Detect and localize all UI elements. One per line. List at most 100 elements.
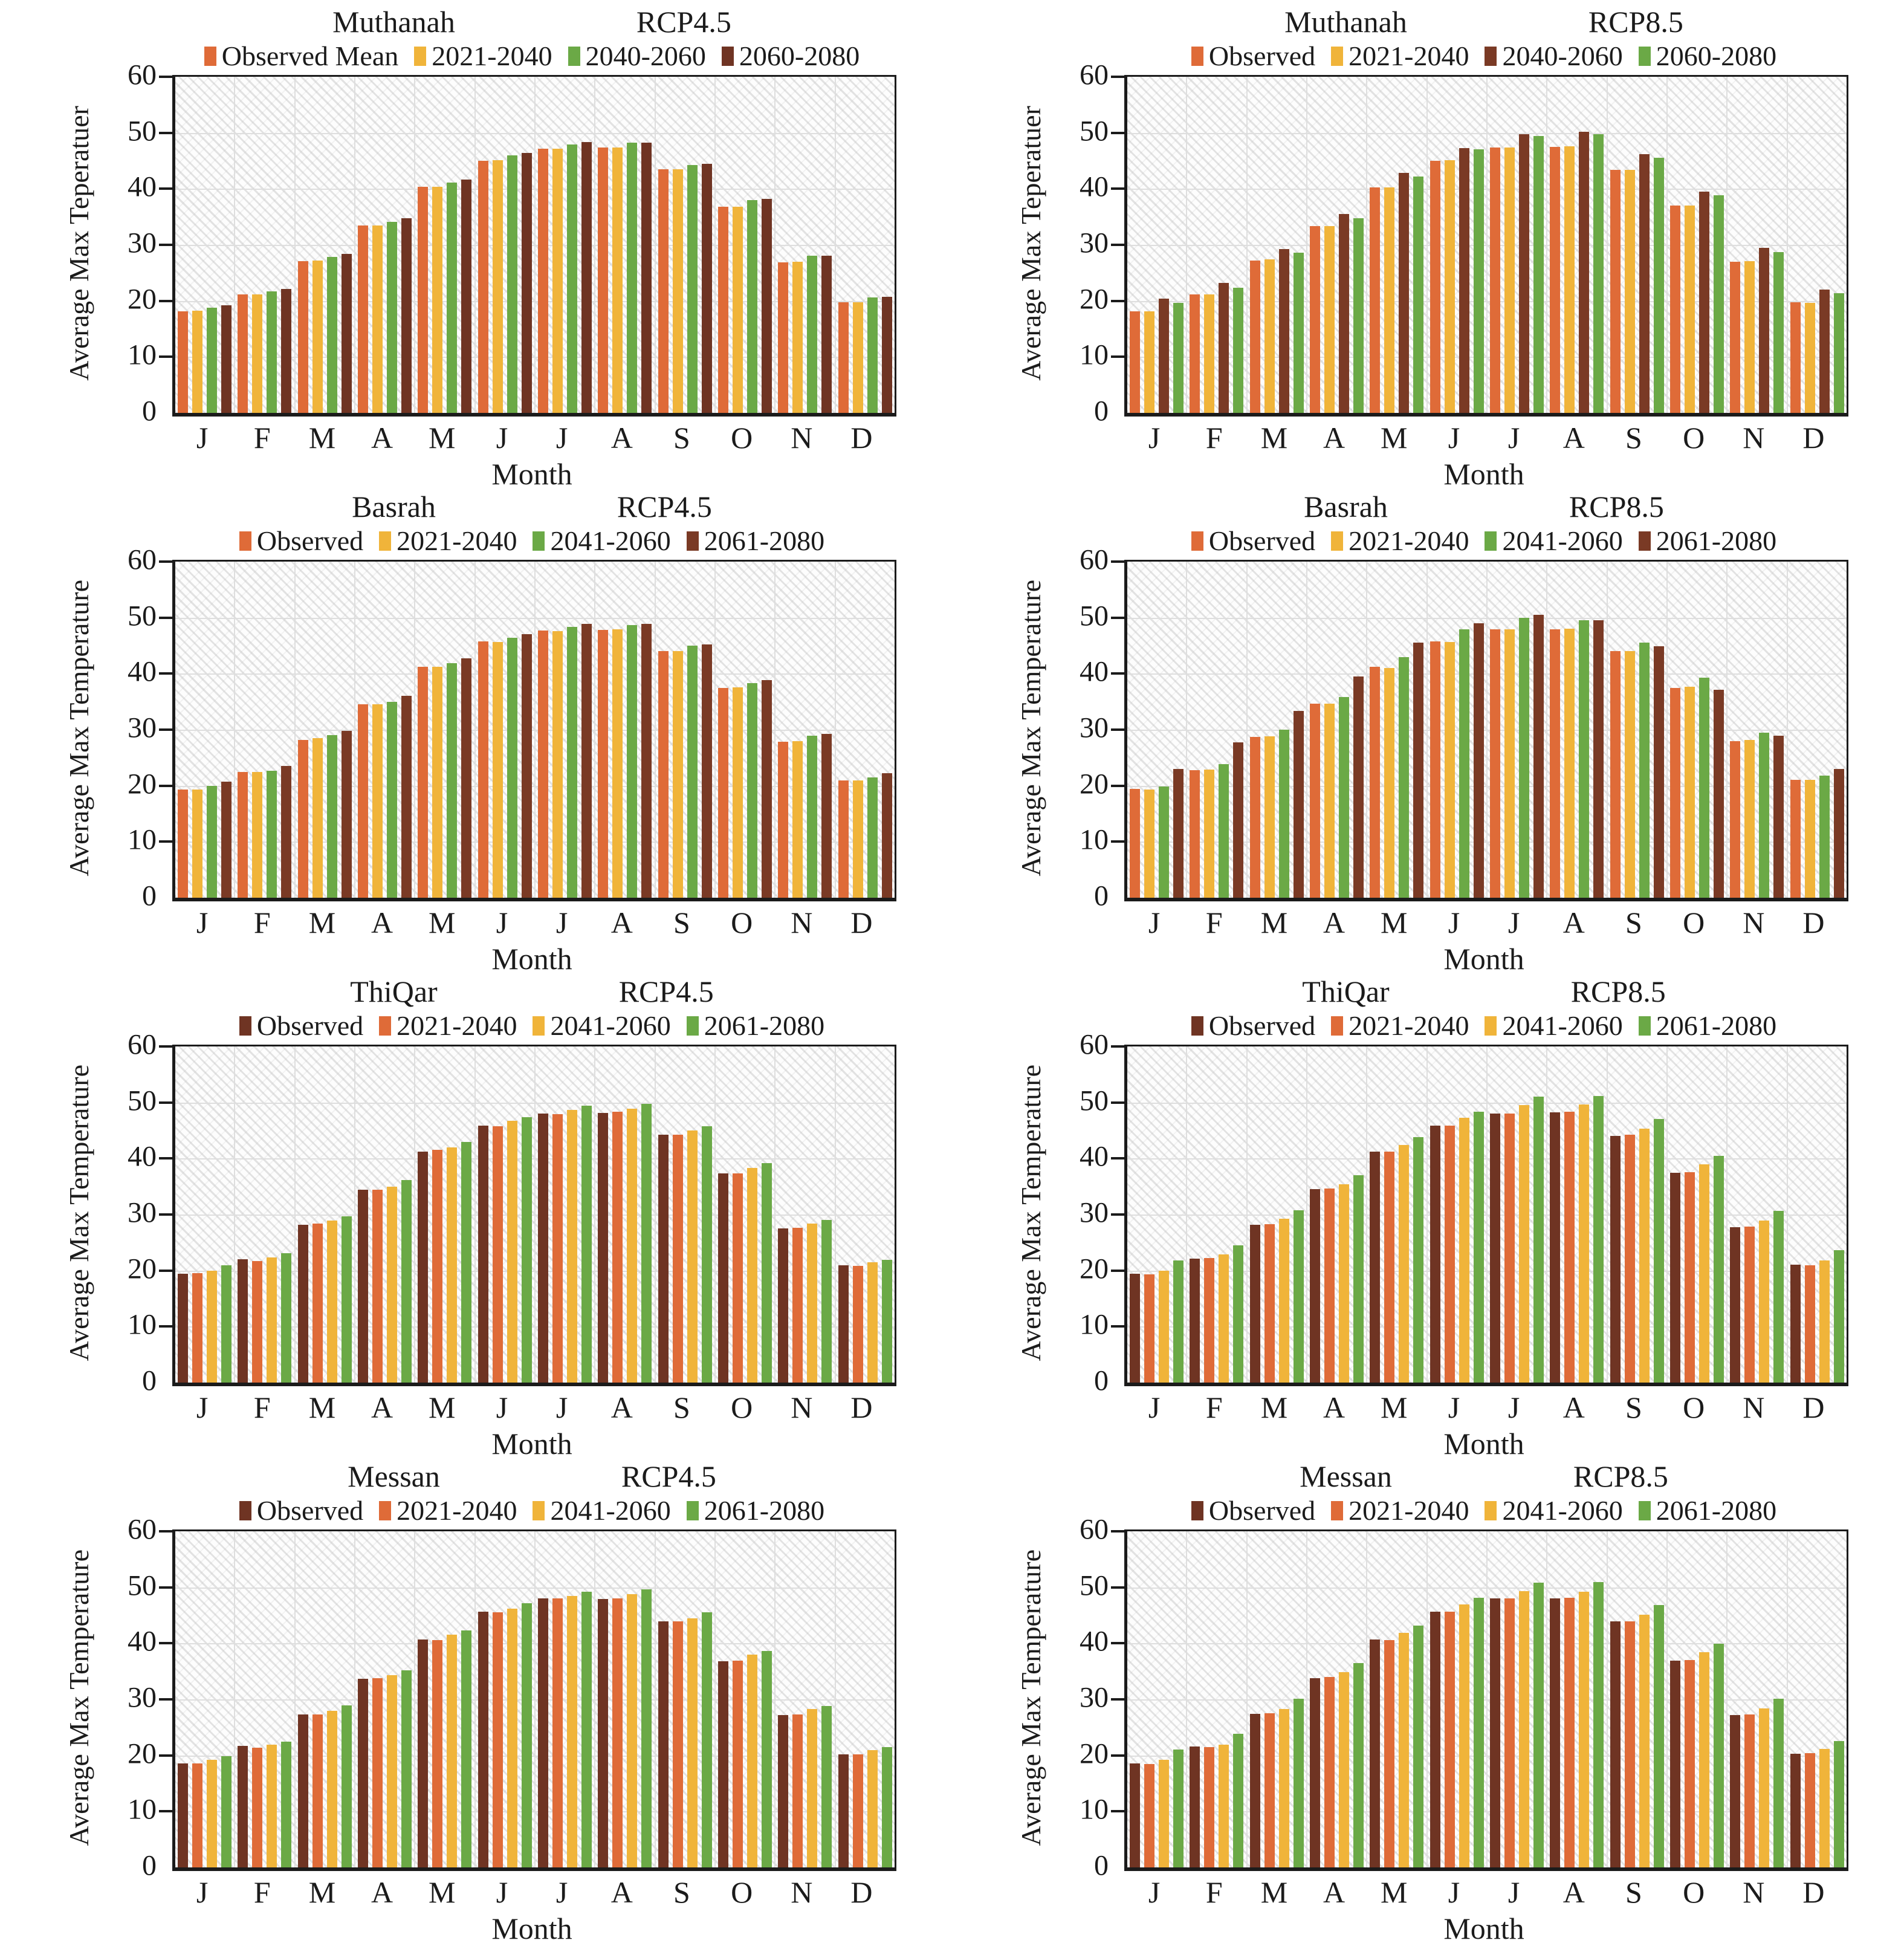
y-tick-label: 10 [1080, 1308, 1109, 1341]
chart-scenario-title: RCP4.5 [636, 5, 731, 39]
bar [1550, 146, 1561, 413]
bar [838, 1265, 849, 1383]
bar-group [776, 77, 836, 413]
bar [1413, 1137, 1424, 1383]
bar-group [476, 1046, 536, 1383]
legend-item: Observed [239, 1494, 363, 1527]
y-tick-label: 20 [1080, 1737, 1109, 1770]
bar [567, 626, 578, 898]
bar [1685, 1660, 1695, 1867]
bar [1353, 1175, 1364, 1383]
bar [1430, 1125, 1440, 1383]
x-tick-label: M [1381, 1875, 1408, 1909]
y-tick-label: 40 [128, 655, 157, 688]
x-tick-label: M [308, 906, 336, 939]
bar [461, 1141, 472, 1383]
bar [1533, 1097, 1544, 1383]
bar [1699, 1164, 1710, 1383]
chart-region-title: Messan [348, 1459, 440, 1493]
x-tick-label: N [1743, 906, 1765, 939]
bar [1759, 1708, 1770, 1867]
bar [538, 1598, 549, 1867]
legend-swatch [239, 1016, 251, 1036]
bar-group [1248, 1531, 1307, 1867]
bar [718, 688, 729, 898]
bar [567, 1109, 578, 1383]
x-tick-label: M [1260, 906, 1288, 939]
y-tick-label: 20 [128, 768, 157, 800]
bar [821, 255, 832, 413]
bar [387, 222, 398, 413]
bar [1714, 1644, 1724, 1867]
bar [267, 770, 277, 898]
x-tick-label: O [1683, 906, 1705, 939]
bar [733, 687, 743, 898]
legend-item: 2021-2040 [379, 1010, 517, 1042]
bar-group [536, 77, 596, 413]
bar-group [1488, 1531, 1548, 1867]
chart-legend: Observed 2021-2040 2041-2060 2061-2080 [139, 525, 925, 557]
y-tick-label: 60 [1080, 1513, 1109, 1546]
bar [1519, 134, 1530, 413]
bar [627, 1594, 638, 1867]
bar [358, 1678, 369, 1867]
bar [447, 183, 458, 413]
bar [1833, 1740, 1844, 1867]
bar [867, 297, 878, 413]
x-tick-label: J [1148, 421, 1161, 455]
legend-label: Observed [1208, 525, 1316, 556]
bar [1550, 1112, 1561, 1383]
bar [341, 253, 352, 413]
chart-region-title: Basrah [352, 490, 436, 524]
y-axis-ticks: 0 10 20 30 40 50 60 [1052, 544, 1124, 912]
bar [221, 305, 232, 413]
legend-item: 2040-2060 [568, 40, 706, 73]
y-tick-label: 50 [128, 115, 157, 148]
bar [1233, 288, 1244, 413]
bar [1564, 629, 1575, 898]
bar [238, 1745, 248, 1867]
legend-item: Observed Mean [204, 40, 398, 73]
bar [1204, 1258, 1215, 1383]
bar [1610, 169, 1621, 413]
bar [1459, 148, 1469, 413]
y-tick-mark [1111, 616, 1124, 619]
y-axis-title-wrap: Average Max Temperature [1009, 560, 1052, 896]
bar [1744, 1714, 1755, 1867]
x-tick-label: A [1562, 906, 1585, 939]
bar [1819, 1749, 1830, 1867]
y-tick-mark [1111, 672, 1124, 675]
bar [358, 704, 369, 898]
y-tick-mark [1111, 187, 1124, 190]
plot-column: J F M A M J J A S O N D Month [159, 560, 896, 976]
legend-label: 2041-2060 [550, 525, 671, 556]
x-tick-label: S [673, 1875, 690, 1909]
bar-group [355, 1046, 416, 1383]
bar [521, 153, 532, 413]
bar [1490, 629, 1501, 898]
bar-group [415, 1046, 476, 1383]
y-tick-mark [159, 1642, 172, 1645]
bar [252, 1747, 263, 1867]
legend-label: Observed [256, 1010, 364, 1041]
chart-body: Average Max Temperature 0 10 20 30 40 50 60 J F… [57, 1514, 952, 1946]
plot-column: J F M A M J J A S O N D Month [159, 75, 896, 491]
bar [507, 1121, 517, 1383]
chart-header: Muthanah RCP4.5 [172, 5, 892, 39]
bar-group [235, 562, 296, 898]
bar [1564, 1598, 1575, 1867]
bar [1699, 191, 1710, 413]
y-axis-ticks: 0 10 20 30 40 50 60 [100, 544, 172, 912]
bar [1399, 1632, 1410, 1867]
bar [178, 311, 189, 413]
bar [1144, 790, 1155, 898]
chart-panel: Muthanah RCP4.5 Observed Mean 2021-2040 20… [0, 0, 952, 491]
bar [192, 1763, 203, 1867]
y-tick-label: 10 [128, 823, 157, 856]
x-tick-label: M [1381, 1390, 1408, 1424]
legend-label: 2041-2060 [1502, 1010, 1623, 1041]
bar-group [415, 77, 476, 413]
chart-panel: Basrah RCP8.5 Observed 2021-2040 2041-2060… [952, 485, 1904, 976]
